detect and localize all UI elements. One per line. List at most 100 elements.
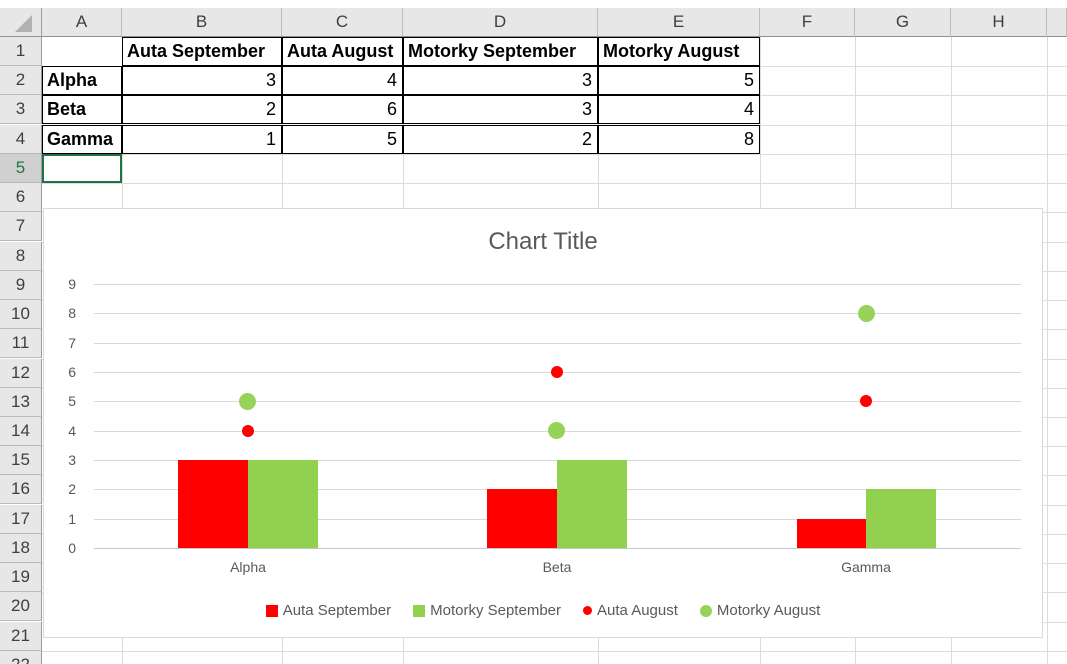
point-motorky-august-beta[interactable] — [548, 422, 565, 439]
y-axis-tick-label: 3 — [68, 452, 76, 468]
point-motorky-august-alpha[interactable] — [239, 393, 256, 410]
legend-marker-square — [265, 604, 278, 617]
column-header-H[interactable]: H — [951, 8, 1047, 37]
legend-marker-square — [413, 604, 426, 617]
selected-cell-outline[interactable] — [42, 154, 122, 183]
row-header-13[interactable]: 13 — [0, 388, 42, 417]
row-header-7[interactable]: 7 — [0, 212, 42, 241]
bar-auta-september-beta[interactable] — [487, 489, 557, 548]
row-header-3[interactable]: 3 — [0, 95, 42, 124]
chart-legend[interactable]: Auta September Motorky September Auta Augu… — [44, 602, 1042, 619]
legend-label: Auta August — [597, 602, 678, 619]
column-header-G[interactable]: G — [855, 8, 951, 37]
row-header-4[interactable]: 4 — [0, 125, 42, 154]
row-header-20[interactable]: 20 — [0, 592, 42, 621]
value-cell[interactable]: 5 — [282, 125, 403, 154]
chart-gridline — [94, 548, 1021, 549]
legend-item[interactable]: Auta August — [583, 602, 678, 619]
chart-gridline — [94, 401, 1021, 402]
column-header-B[interactable]: B — [122, 8, 282, 37]
point-auta-august-beta[interactable] — [551, 366, 563, 378]
x-axis-category-label: Gamma — [841, 559, 891, 575]
table-header-cell[interactable]: Motorky September — [403, 37, 598, 66]
y-axis-tick-label: 5 — [68, 393, 76, 409]
y-axis-tick-label: 6 — [68, 364, 76, 380]
point-auta-august-gamma[interactable] — [860, 395, 872, 407]
row-label-cell[interactable]: Alpha — [42, 66, 122, 95]
legend-marker-dot — [699, 604, 712, 617]
table-header-cell[interactable]: Auta September — [122, 37, 282, 66]
row-header-6[interactable]: 6 — [0, 183, 42, 212]
select-all-triangle-icon — [15, 15, 32, 32]
y-axis-tick-label: 7 — [68, 335, 76, 351]
point-motorky-august-gamma[interactable] — [858, 305, 875, 322]
sheet-gridline-h — [42, 154, 1067, 155]
legend-item[interactable]: Motorky September — [413, 602, 561, 619]
select-all-corner[interactable] — [0, 8, 42, 37]
table-header-cell[interactable]: Auta August — [282, 37, 403, 66]
row-label-cell[interactable]: Beta — [42, 95, 122, 124]
chart-title[interactable]: Chart Title — [488, 228, 598, 255]
point-auta-august-alpha[interactable] — [242, 425, 254, 437]
y-axis-tick-label: 9 — [68, 276, 76, 292]
row-header-16[interactable]: 16 — [0, 475, 42, 504]
value-cell[interactable]: 4 — [598, 95, 760, 124]
column-header-overflow[interactable] — [1047, 8, 1067, 37]
value-cell[interactable]: 3 — [403, 66, 598, 95]
bar-motorky-september-gamma[interactable] — [866, 489, 936, 548]
row-header-10[interactable]: 10 — [0, 300, 42, 329]
legend-label: Motorky August — [716, 602, 821, 619]
row-header-2[interactable]: 2 — [0, 66, 42, 95]
legend-label: Auta September — [282, 602, 392, 619]
embedded-chart[interactable]: Chart Title Auta September Motorky Septem… — [43, 208, 1043, 638]
row-header-8[interactable]: 8 — [0, 242, 42, 271]
value-cell[interactable]: 3 — [122, 66, 282, 95]
legend-label: Motorky September — [430, 602, 561, 619]
chart-gridline — [94, 343, 1021, 344]
y-axis-tick-label: 4 — [68, 423, 76, 439]
column-header-A[interactable]: A — [42, 8, 122, 37]
value-cell[interactable]: 1 — [122, 125, 282, 154]
row-header-15[interactable]: 15 — [0, 446, 42, 475]
row-header-9[interactable]: 9 — [0, 271, 42, 300]
row-header-14[interactable]: 14 — [0, 417, 42, 446]
bar-motorky-september-alpha[interactable] — [248, 460, 318, 548]
row-header-22[interactable]: 22 — [0, 651, 42, 664]
legend-item[interactable]: Auta September — [265, 602, 392, 619]
y-axis-tick-label: 1 — [68, 511, 76, 527]
column-header-D[interactable]: D — [403, 8, 598, 37]
row-header-1[interactable]: 1 — [0, 37, 42, 66]
bar-motorky-september-beta[interactable] — [557, 460, 627, 548]
row-header-18[interactable]: 18 — [0, 534, 42, 563]
row-header-17[interactable]: 17 — [0, 505, 42, 534]
row-header-12[interactable]: 12 — [0, 359, 42, 388]
value-cell[interactable]: 3 — [403, 95, 598, 124]
column-header-C[interactable]: C — [282, 8, 403, 37]
row-header-21[interactable]: 21 — [0, 622, 42, 651]
row-label-cell[interactable]: Gamma — [42, 125, 122, 154]
row-header-11[interactable]: 11 — [0, 329, 42, 358]
value-cell[interactable]: 4 — [282, 66, 403, 95]
sheet-gridline-h — [42, 651, 1067, 652]
value-cell[interactable]: 5 — [598, 66, 760, 95]
row-header-19[interactable]: 19 — [0, 563, 42, 592]
legend-item[interactable]: Motorky August — [699, 602, 821, 619]
bar-auta-september-alpha[interactable] — [178, 460, 248, 548]
row-header-5[interactable]: 5 — [0, 154, 42, 183]
sheet-gridline-h — [42, 183, 1067, 184]
y-axis-tick-label: 8 — [68, 305, 76, 321]
table-header-cell[interactable]: Motorky August — [598, 37, 760, 66]
value-cell[interactable]: 2 — [122, 95, 282, 124]
value-cell[interactable]: 8 — [598, 125, 760, 154]
bar-auta-september-gamma[interactable] — [797, 519, 867, 548]
y-axis-tick-label: 0 — [68, 540, 76, 556]
sheet-gridline-v — [1047, 37, 1048, 664]
chart-gridline — [94, 284, 1021, 285]
column-header-F[interactable]: F — [760, 8, 855, 37]
value-cell[interactable]: 6 — [282, 95, 403, 124]
value-cell[interactable]: 2 — [403, 125, 598, 154]
chart-gridline — [94, 313, 1021, 314]
x-axis-category-label: Beta — [542, 559, 572, 575]
column-header-E[interactable]: E — [598, 8, 760, 37]
